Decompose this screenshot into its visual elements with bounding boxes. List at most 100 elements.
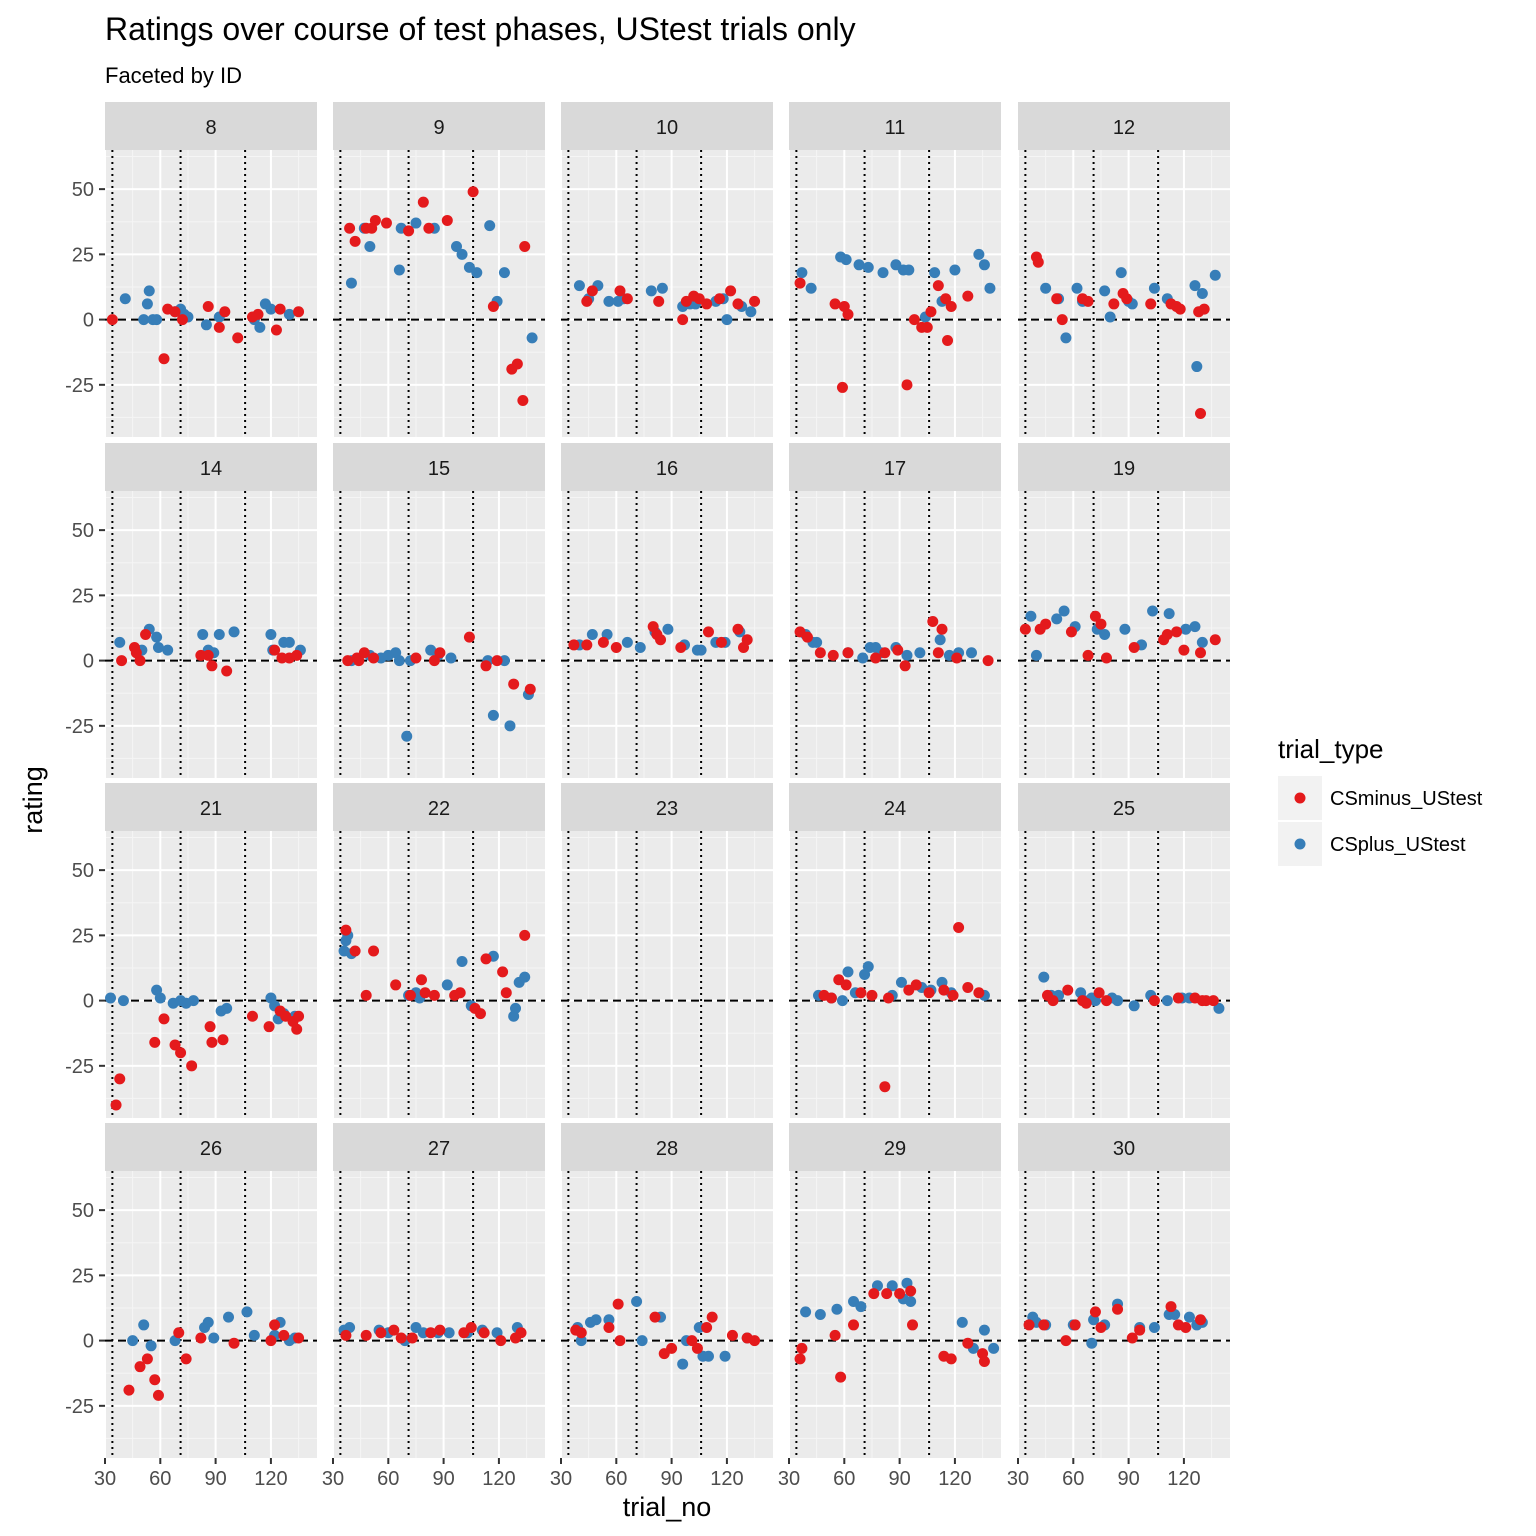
point-csplus xyxy=(200,319,212,331)
point-csminus xyxy=(1095,1322,1107,1334)
facet-strip xyxy=(1018,1123,1230,1171)
facet-label: 30 xyxy=(1113,1138,1135,1160)
point-csminus xyxy=(195,1332,207,1344)
point-csminus xyxy=(149,1374,161,1386)
facet-12: 12 xyxy=(1017,102,1230,437)
y-axis-label: rating xyxy=(18,766,48,834)
point-csminus xyxy=(581,639,593,651)
point-csminus xyxy=(252,308,264,320)
point-csminus xyxy=(508,678,520,690)
y-tick-label: 25 xyxy=(72,585,94,607)
facet-points xyxy=(573,280,761,326)
point-csminus xyxy=(480,953,492,965)
panel-background xyxy=(1018,1171,1230,1458)
facet-grid: 8 9 10 11 12 14 15 16 17 19 21 22 23 24 25 26 27 28 29 30 xyxy=(104,102,1230,1458)
x-tick-label: 120 xyxy=(254,1468,287,1490)
point-csminus xyxy=(603,1322,615,1334)
point-csplus xyxy=(526,332,538,344)
legend-swatch xyxy=(1294,838,1306,850)
point-csminus xyxy=(973,987,985,999)
point-csminus xyxy=(801,631,813,643)
y-axes: -25 0 25 50 -25 0 25 50 -25 0 25 50 -25 0 25 50 xyxy=(65,179,105,1418)
point-csminus xyxy=(655,634,667,646)
facet-17: 17 xyxy=(788,443,1001,778)
point-csminus xyxy=(879,1081,891,1093)
point-csplus xyxy=(498,267,510,279)
point-csminus xyxy=(1089,610,1101,622)
point-csminus xyxy=(814,647,826,659)
point-csminus xyxy=(340,924,352,936)
point-csplus xyxy=(1180,623,1192,635)
point-csminus xyxy=(614,1335,626,1347)
point-csminus xyxy=(141,1353,153,1365)
facet-10: 10 xyxy=(560,102,773,437)
panel-background xyxy=(789,831,1001,1118)
point-csplus xyxy=(984,282,996,294)
point-csminus xyxy=(794,277,806,289)
point-csminus xyxy=(176,314,188,326)
x-tick-label: 60 xyxy=(605,1468,627,1490)
point-csminus xyxy=(840,979,852,991)
point-csplus xyxy=(586,629,598,640)
point-csplus xyxy=(162,644,174,656)
point-csminus xyxy=(894,1288,906,1300)
point-csminus xyxy=(1038,1319,1050,1331)
point-csminus xyxy=(921,321,933,333)
point-csminus xyxy=(714,293,726,305)
point-csminus xyxy=(1062,984,1074,996)
point-csplus xyxy=(721,314,733,326)
point-csplus xyxy=(154,992,166,1004)
point-csplus xyxy=(451,241,463,253)
facet-label: 8 xyxy=(205,117,216,139)
point-csplus xyxy=(1104,311,1116,323)
point-csminus xyxy=(497,966,509,978)
point-csminus xyxy=(116,655,128,667)
point-csminus xyxy=(610,642,622,654)
point-csminus xyxy=(1126,1332,1138,1344)
point-csplus xyxy=(677,1358,689,1370)
point-csminus xyxy=(217,1034,229,1046)
facet-strip xyxy=(1018,102,1230,150)
facet-points xyxy=(1023,1298,1208,1349)
point-csminus xyxy=(842,647,854,659)
point-csminus xyxy=(621,293,633,305)
facet-points xyxy=(794,1277,1000,1383)
point-csminus xyxy=(434,647,446,659)
point-csminus xyxy=(978,1355,990,1367)
point-csminus xyxy=(403,225,415,237)
point-csplus xyxy=(1060,332,1072,344)
x-tick-label: 60 xyxy=(149,1468,171,1490)
facet-points xyxy=(812,922,990,1093)
point-csplus xyxy=(1051,613,1063,625)
point-csminus xyxy=(794,1353,806,1365)
point-csplus xyxy=(914,647,926,659)
point-csminus xyxy=(905,1285,917,1297)
facet-label: 17 xyxy=(884,458,906,480)
y-tick-label: -25 xyxy=(65,716,94,738)
point-csplus xyxy=(519,971,531,983)
point-csplus xyxy=(901,649,913,661)
point-csplus xyxy=(141,298,153,310)
point-csplus xyxy=(254,321,266,333)
point-csminus xyxy=(855,987,867,999)
point-csminus xyxy=(454,987,466,999)
point-csminus xyxy=(417,196,429,208)
x-tick-label: 120 xyxy=(482,1468,515,1490)
facet-strip xyxy=(105,783,317,831)
point-csplus xyxy=(127,1335,139,1347)
point-csminus xyxy=(1195,1314,1207,1326)
point-csplus xyxy=(152,642,164,654)
y-tick-label: -25 xyxy=(65,1396,94,1418)
point-csminus xyxy=(219,306,231,318)
point-csminus xyxy=(293,306,305,318)
x-axis-label: trial_no xyxy=(623,1492,712,1522)
point-csplus xyxy=(393,264,405,276)
point-csplus xyxy=(603,295,615,307)
point-csminus xyxy=(923,987,935,999)
panel-background xyxy=(561,831,773,1118)
facet-points xyxy=(342,631,536,742)
point-csplus xyxy=(510,1002,522,1014)
point-csminus xyxy=(892,644,904,656)
point-csplus xyxy=(1209,269,1221,281)
point-csplus xyxy=(1128,1000,1140,1012)
